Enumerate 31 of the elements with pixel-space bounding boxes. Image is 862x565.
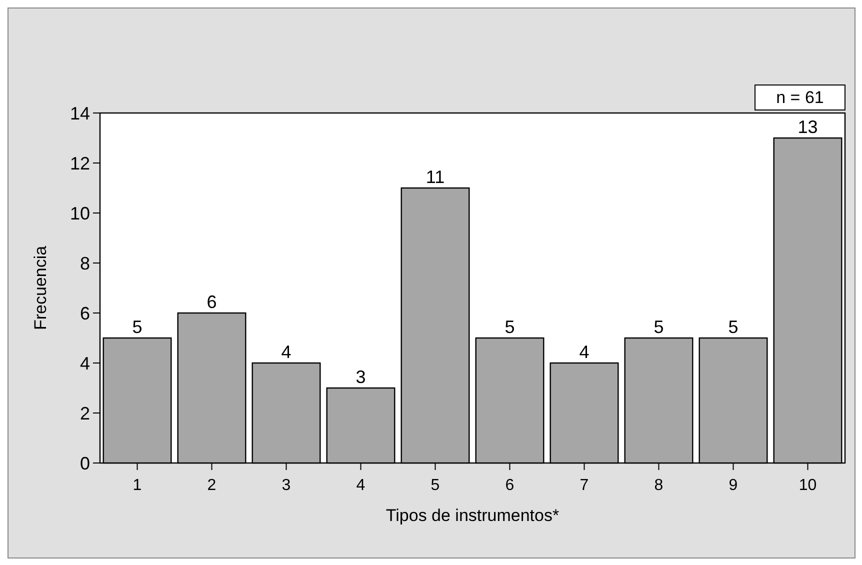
x-tick-label: 5 (430, 477, 440, 494)
y-axis-title: Frecuencia (31, 245, 50, 330)
text: n = 61 (776, 88, 824, 107)
x-tick-label: 10 (798, 477, 817, 494)
x-tick-label: 1 (132, 477, 142, 494)
y-tick-label: 10 (70, 203, 90, 224)
data-label: 5 (728, 317, 738, 337)
x-tick-label: 2 (207, 477, 216, 494)
data-label: 13 (798, 117, 818, 137)
y-tick-label: 2 (80, 403, 90, 424)
y-tick-label: 4 (80, 353, 90, 374)
data-label: 5 (132, 317, 142, 337)
x-tick-label: 6 (505, 477, 514, 494)
data-label: 3 (356, 367, 366, 387)
x-axis-title: Tipos de instrumentos* (386, 506, 560, 525)
x-tick-label: 9 (728, 477, 738, 494)
data-label: 4 (281, 342, 292, 362)
y-tick-label: 6 (80, 303, 90, 324)
y-tick-label: 12 (70, 153, 90, 174)
y-tick-label: 8 (80, 253, 90, 274)
x-tick-label: 3 (282, 477, 291, 494)
data-label: 6 (206, 292, 217, 312)
data-label: 5 (504, 317, 515, 337)
y-tick-label: 0 (80, 453, 90, 474)
x-tick-label: 4 (356, 477, 366, 494)
data-label: 4 (579, 342, 590, 362)
data-label: 11 (426, 167, 445, 187)
y-tick-label: 14 (70, 103, 90, 124)
x-tick-label: 7 (580, 477, 589, 494)
data-label: 5 (654, 317, 664, 337)
x-tick-label: 8 (654, 477, 664, 494)
